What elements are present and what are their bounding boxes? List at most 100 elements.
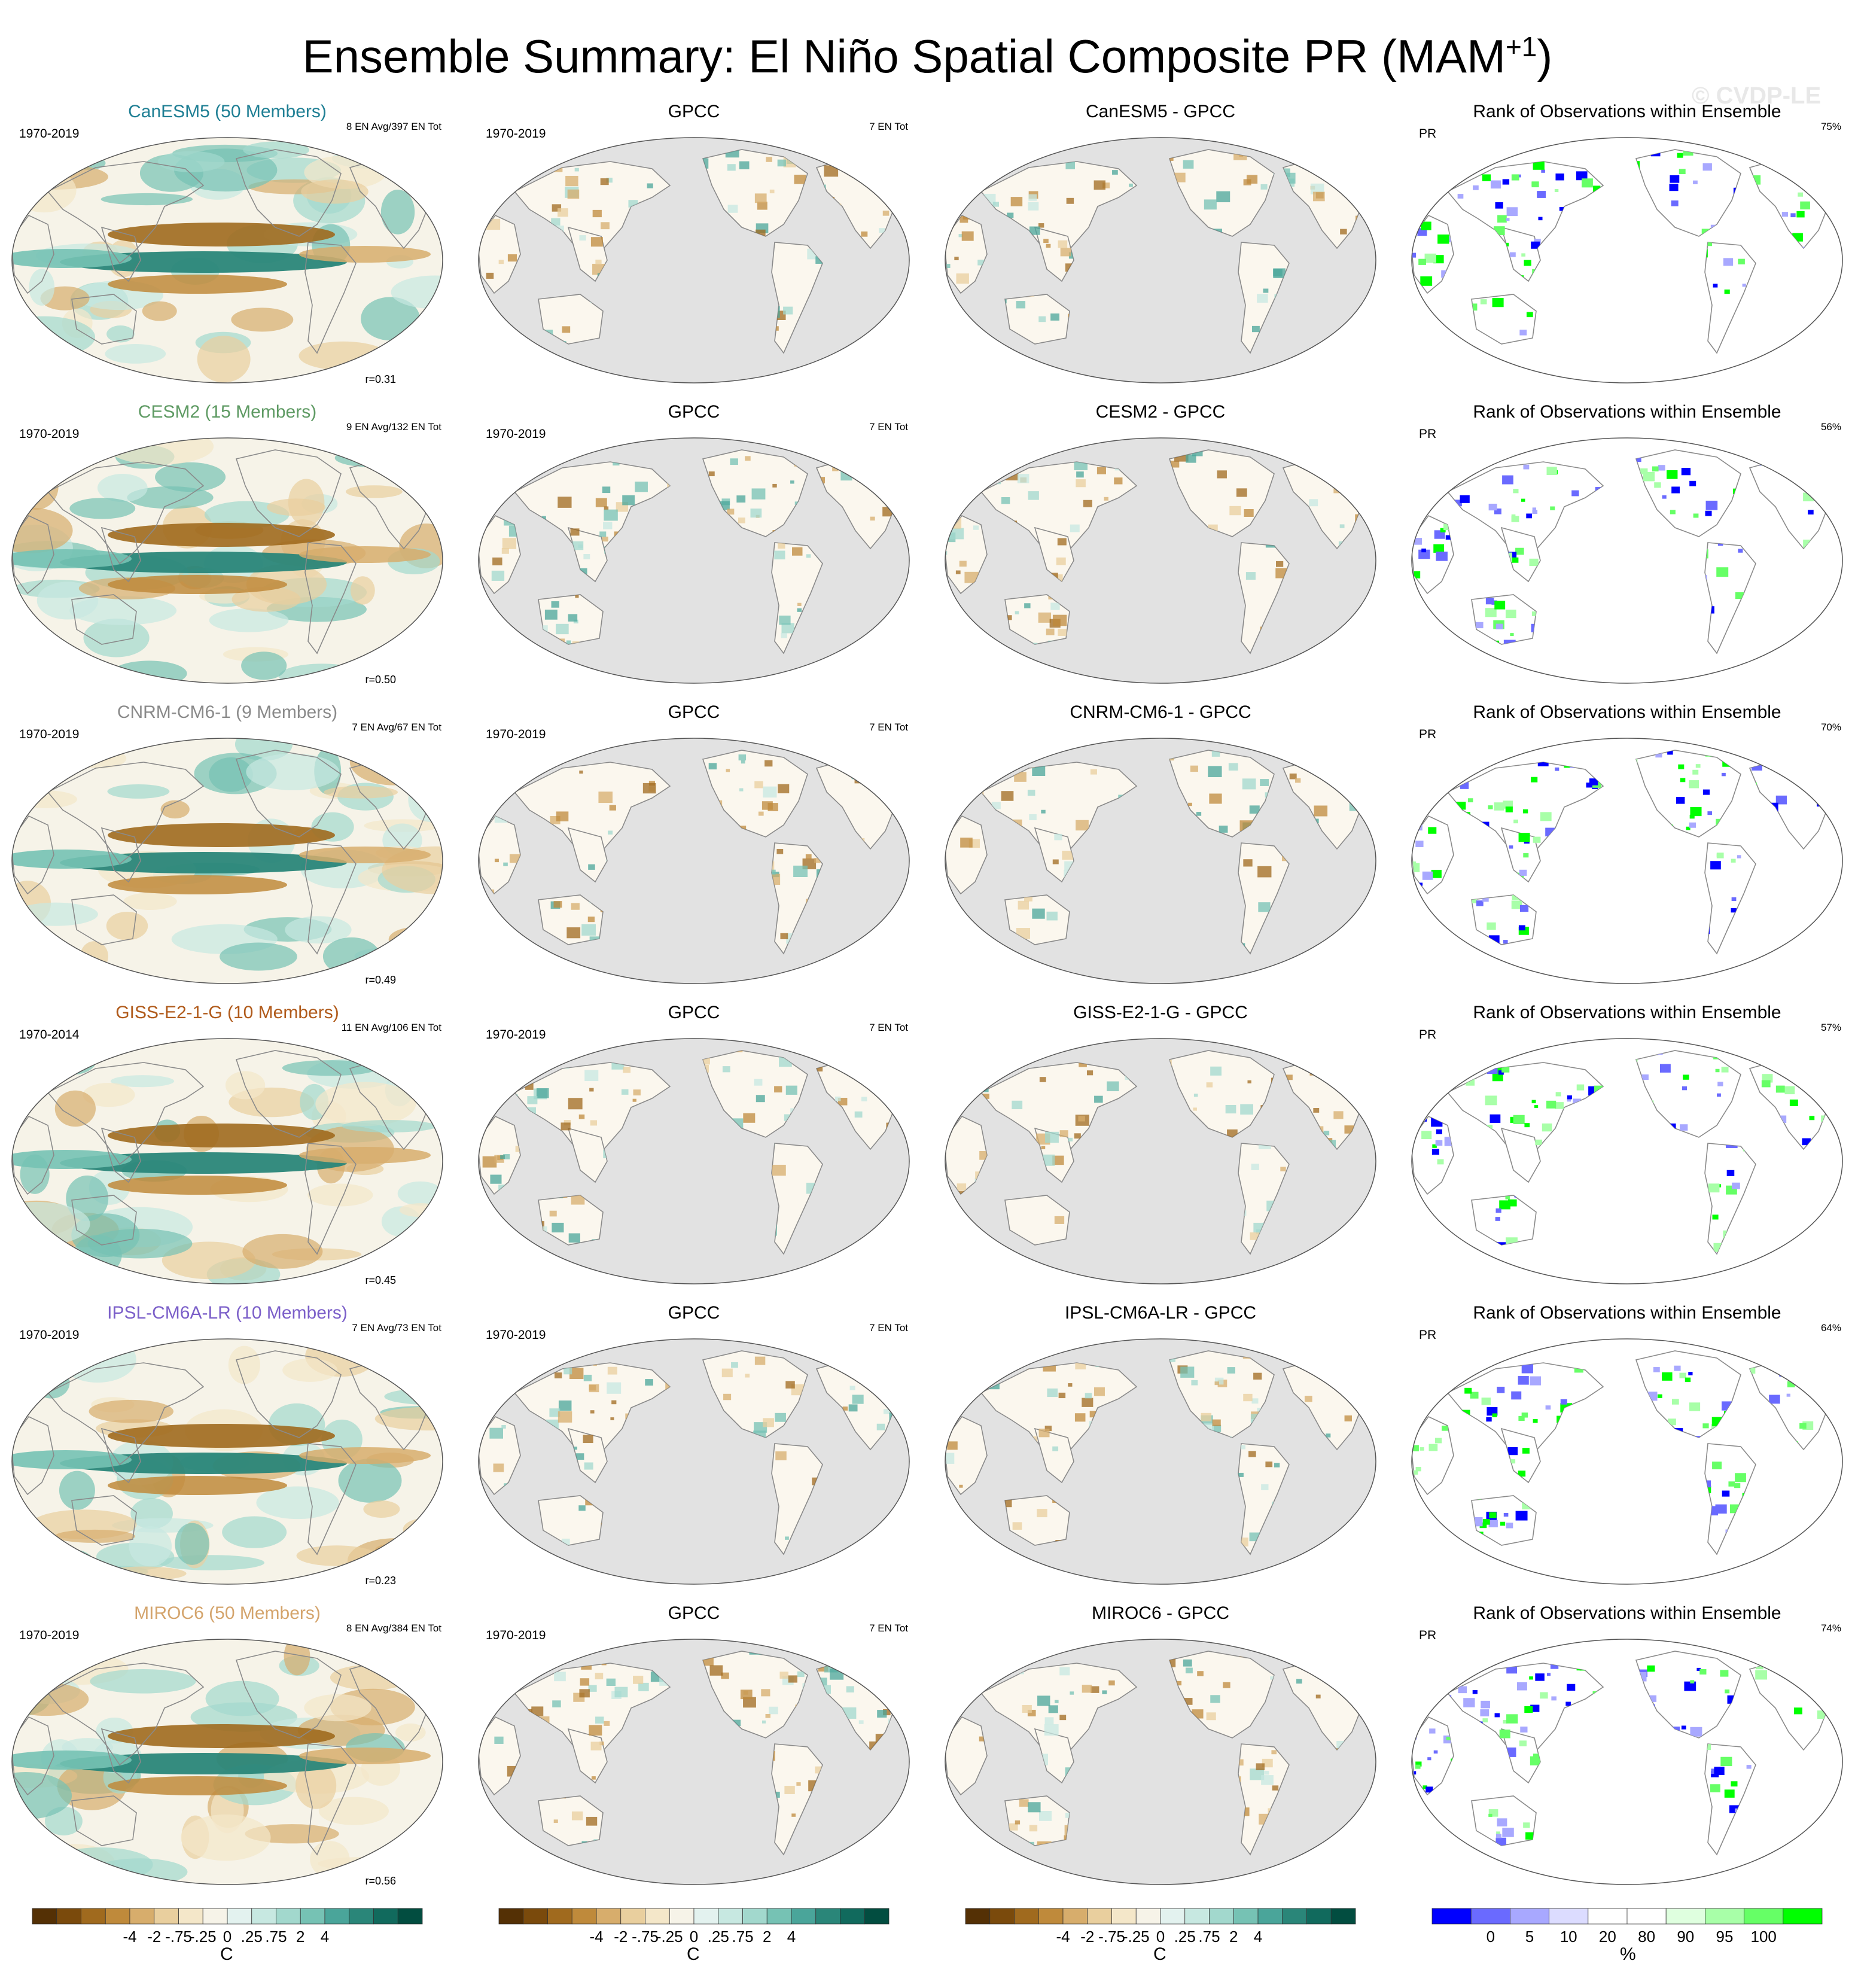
colorbar-obs-swatch (718, 1908, 743, 1925)
diff-panel-row-4: GISS-E2-1-G - GPCC (939, 1003, 1382, 1302)
obs-map (478, 738, 910, 984)
rank-panel-row-6: Rank of Observations within Ensemble PR 74… (1406, 1603, 1848, 1902)
rank-panel-title: Rank of Observations within Ensemble (1473, 702, 1781, 722)
colorbar-diff-swatch (1160, 1908, 1186, 1925)
model-panel-title: GISS-E2-1-G (10 Members) (115, 1003, 339, 1022)
obs-panel-row-1: GPCC 1970-2019 7 EN Tot (473, 102, 915, 401)
colorbar-obs-swatch (571, 1908, 597, 1925)
colorbar-diff-tick-label: -4 (1056, 1928, 1070, 1946)
colorbar-model: -4 -2 -.75 -.25 0 .25.75 2 4 C (24, 1907, 431, 1964)
pattern-correlation: r=0.56 (365, 1875, 396, 1887)
rank-percent: 75% (1820, 121, 1841, 132)
colorbar-rank-swatch (1783, 1908, 1823, 1925)
colorbar-diff-swatch (1233, 1908, 1259, 1925)
colorbar-model-tick-label: 2 (296, 1928, 305, 1946)
colorbar-model-tick-label: -2 (147, 1928, 162, 1946)
diff-map (945, 137, 1376, 383)
rank-map (1411, 1338, 1843, 1585)
model-panel-title: IPSL-CM6A-LR (10 Members) (107, 1303, 348, 1323)
colorbar-model-swatch (81, 1908, 106, 1925)
pattern-correlation: r=0.23 (365, 1575, 396, 1587)
period-label: 1970-2014 (19, 1028, 80, 1042)
rank-panel-row-1: Rank of Observations within Ensemble PR 75… (1406, 102, 1848, 401)
rank-panel-title: Rank of Observations within Ensemble (1473, 1003, 1781, 1022)
difference-panel-title: GISS-E2-1-G - GPCC (1073, 1003, 1248, 1022)
difference-panel-title: CNRM-CM6-1 - GPCC (1070, 702, 1251, 722)
difference-panel-title: MIROC6 - GPCC (1091, 1603, 1229, 1623)
colorbar-obs-swatch (523, 1908, 548, 1925)
rank-map (1411, 1038, 1843, 1284)
period-label: 1970-2019 (486, 427, 546, 441)
colorbar-rank-swatch (1626, 1908, 1667, 1925)
el-nino-count: 8 EN Avg/384 EN Tot (346, 1622, 441, 1634)
colorbar-obs-tick-label: .25 (707, 1928, 729, 1946)
colorbar-diff-swatch (1282, 1908, 1307, 1925)
colorbar-rank-swatch (1588, 1908, 1628, 1925)
period-label: 1970-2019 (19, 1628, 80, 1642)
difference-panel-title: CanESM5 - GPCC (1085, 102, 1236, 121)
el-nino-count: 11 EN Avg/106 EN Tot (341, 1022, 441, 1033)
colorbar-model-tick-label: -4 (123, 1928, 137, 1946)
colorbar-diff-swatch (1330, 1908, 1356, 1925)
period-label: 1970-2019 (19, 727, 80, 741)
colorbar-model-swatch (227, 1908, 252, 1925)
el-nino-count: 7 EN Tot (869, 121, 908, 132)
colorbar-obs-swatch (840, 1908, 865, 1925)
model-panel-title: CNRM-CM6-1 (9 Members) (117, 702, 338, 722)
el-nino-count: 7 EN Tot (869, 421, 908, 433)
colorbar-model-swatch (32, 1908, 57, 1925)
model-map (11, 1038, 443, 1284)
obs-panel-row-5: GPCC 1970-2019 7 EN Tot (473, 1303, 915, 1602)
rank-panel-title: Rank of Observations within Ensemble (1473, 1303, 1781, 1323)
colorbar-obs-tick-label: 0 (689, 1928, 699, 1946)
colorbar-rank-swatch (1549, 1908, 1589, 1925)
colorbar-diff-tick-label: 2 (1229, 1928, 1238, 1946)
colorbar-rank-swatch (1431, 1908, 1472, 1925)
colorbar-obs-tick-label: -.25 (656, 1928, 683, 1946)
difference-panel-title: CESM2 - GPCC (1095, 402, 1226, 422)
difference-panel-title: IPSL-CM6A-LR - GPCC (1064, 1303, 1257, 1323)
period-label: 1970-2019 (486, 1028, 546, 1042)
obs-map (478, 1038, 910, 1284)
el-nino-count: 7 EN Avg/73 EN Tot (352, 1322, 441, 1334)
colorbar-obs-swatch (815, 1908, 840, 1925)
colorbar-model-swatch (324, 1908, 350, 1925)
colorbar-rank-swatch (1704, 1908, 1744, 1925)
colorbar-obs-tick-label: -.75 (632, 1928, 659, 1946)
diff-panel-row-6: MIROC6 - GPCC (939, 1603, 1382, 1902)
obs-map (478, 1639, 910, 1885)
colorbar-diff-swatch (1135, 1908, 1161, 1925)
colorbar-diff-swatch (1087, 1908, 1112, 1925)
pattern-correlation: r=0.50 (365, 674, 396, 686)
colorbar-model-swatch (105, 1908, 130, 1925)
rank-percent: 57% (1820, 1022, 1841, 1033)
colorbar-obs-swatch (547, 1908, 572, 1925)
rank-panel-title: Rank of Observations within Ensemble (1473, 402, 1781, 422)
diff-map (945, 1038, 1376, 1284)
obs-panel-row-2: GPCC 1970-2019 7 EN Tot (473, 402, 915, 701)
model-panel-row-5: IPSL-CM6A-LR (10 Members) 1970-2019 7 EN A… (6, 1303, 449, 1602)
colorbar-diff-swatch (1062, 1908, 1088, 1925)
diff-panel-row-5: IPSL-CM6A-LR - GPCC (939, 1303, 1382, 1602)
colorbar-rank-tick-label: 90 (1677, 1928, 1695, 1946)
colorbar-rank-swatch (1744, 1908, 1784, 1925)
colorbar-rank-tick-label: 5 (1525, 1928, 1534, 1946)
pattern-correlation: r=0.31 (365, 373, 396, 385)
model-map (11, 137, 443, 383)
pattern-correlation: r=0.45 (365, 1274, 396, 1286)
colorbar-rank-tick-label: 0 (1486, 1928, 1495, 1946)
model-panel-title: MIROC6 (50 Members) (134, 1603, 321, 1623)
rank-percent: 70% (1820, 721, 1841, 733)
colorbar-diff-tick-label: .25 (1174, 1928, 1196, 1946)
colorbar-model-tick-label: -.25 (189, 1928, 217, 1946)
colorbar-diff-tick-label: .75 (1198, 1928, 1220, 1946)
el-nino-count: 7 EN Tot (869, 1622, 908, 1634)
period-label: 1970-2019 (19, 127, 80, 141)
watermark: © CVDP-LE (1692, 83, 1822, 109)
diff-map (945, 1639, 1376, 1885)
rank-map (1411, 437, 1843, 684)
diff-panel-row-1: CanESM5 - GPCC (939, 102, 1382, 401)
diff-panel-row-2: CESM2 - GPCC (939, 402, 1382, 701)
model-panel-title: CanESM5 (50 Members) (128, 102, 327, 121)
colorbar-rank-tick-label: 95 (1716, 1928, 1734, 1946)
